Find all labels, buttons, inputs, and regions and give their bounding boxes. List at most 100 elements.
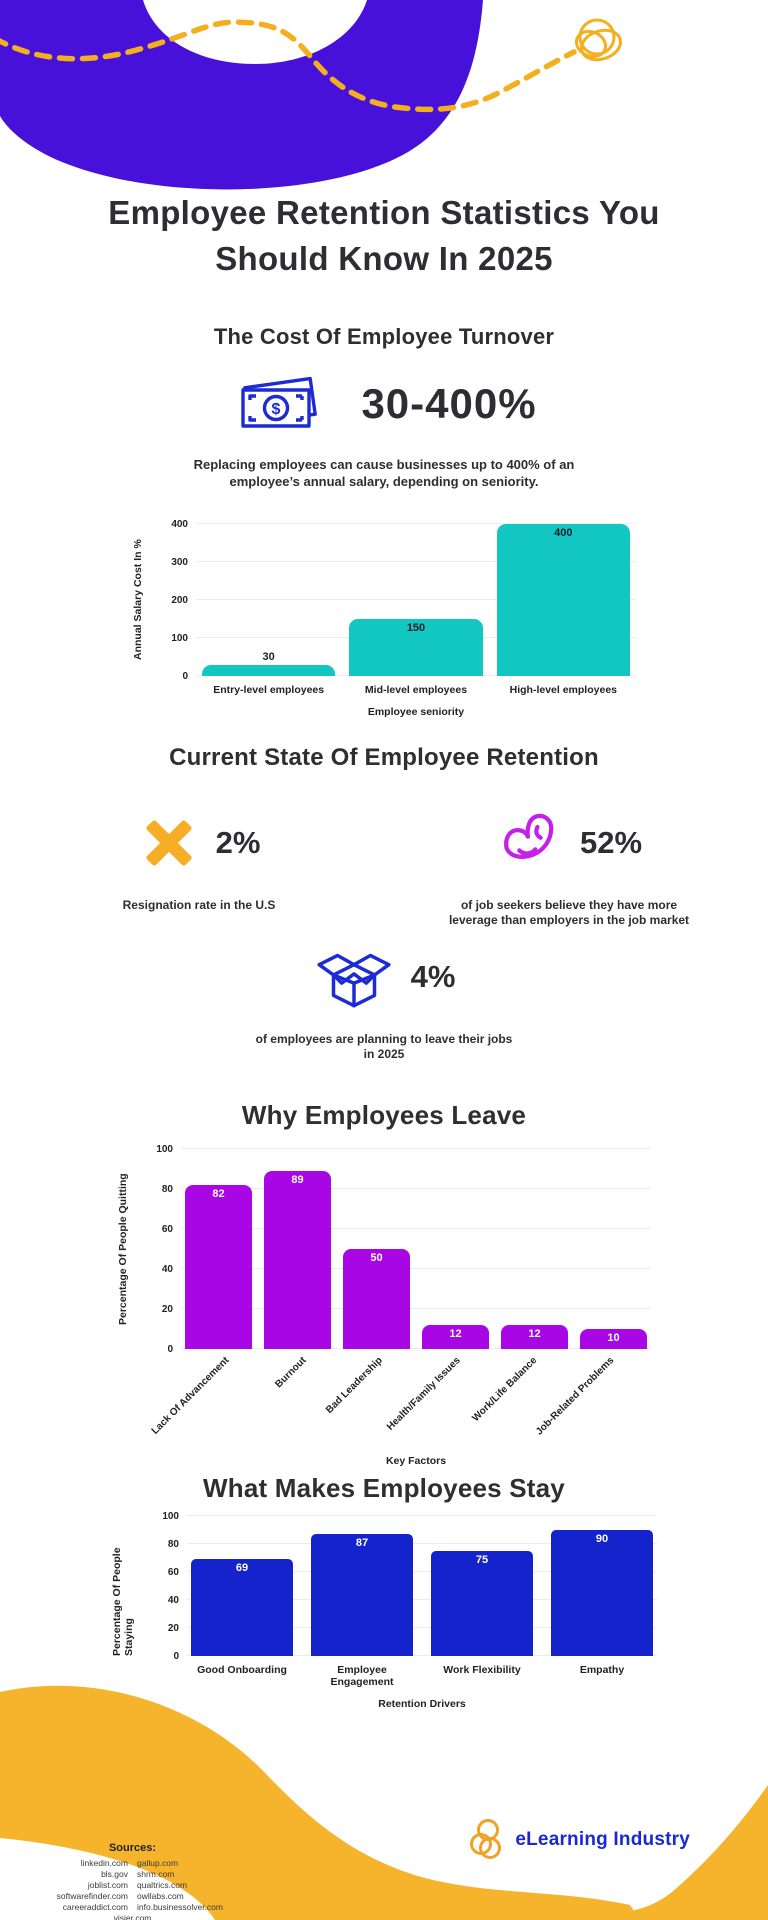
dashed-path-decoration xyxy=(0,19,577,113)
x-axis-label: Burnout xyxy=(273,1355,309,1391)
plot-area: 0 100 200 300 400 30 150 400 xyxy=(171,519,636,682)
bar-value-label: 150 xyxy=(406,622,426,634)
bar-value-label: 400 xyxy=(554,527,573,539)
resignation-value: 2% xyxy=(215,825,261,860)
source-item: bls.gov xyxy=(101,1869,128,1879)
leaving-caption: of employees are planning to leave their… xyxy=(255,1032,513,1061)
bar-slot: 89 xyxy=(264,1149,331,1349)
sources-heading: Sources: xyxy=(108,1842,157,1854)
bar-good-onboarding: 69 xyxy=(191,1559,293,1656)
bar-value-label: 82 xyxy=(212,1188,225,1200)
x-axis-label: Lack Of Advancement xyxy=(149,1355,232,1437)
gridline xyxy=(196,523,636,524)
yellow-wave-right xyxy=(310,1785,768,1920)
bar-value-label: 89 xyxy=(291,1174,304,1186)
y-tick-label: 0 xyxy=(167,1344,173,1355)
x-axis-title: Key Factors xyxy=(385,1455,447,1467)
plot-area: 0 20 40 60 80 100 69 87 75 90 xyxy=(162,1511,657,1662)
plot-column: 0 100 200 300 400 30 150 400 Entry-level employe… xyxy=(148,519,636,718)
x-axis-label: Entry-level employees xyxy=(213,684,325,696)
bar-lack-of-advancement: 82 xyxy=(185,1185,252,1349)
gridline xyxy=(181,1148,651,1149)
y-tick-label: 60 xyxy=(161,1224,173,1235)
gridline xyxy=(196,561,636,562)
source-item: softwarefinder.com xyxy=(56,1891,128,1901)
bar-slot: 50 xyxy=(343,1149,410,1349)
gridline xyxy=(187,1543,657,1544)
section-heading-turnover: The Cost Of Employee Turnover xyxy=(213,324,555,349)
bars-row: 69 87 75 90 xyxy=(187,1516,657,1656)
source-item: careeraddict.com xyxy=(62,1902,128,1912)
stat-leaving: 4% of employees are planning to leave th… xyxy=(0,934,768,1062)
section-heading-why-leave: Why Employees Leave xyxy=(241,1100,527,1130)
y-tick-label: 40 xyxy=(161,1264,173,1275)
gridline xyxy=(187,1515,657,1516)
resignation-caption: Resignation rate in the U.S xyxy=(122,898,276,912)
source-item: joblist.com xyxy=(87,1880,128,1890)
bar-value-label: 50 xyxy=(370,1252,383,1264)
footer-wave-decoration xyxy=(0,1685,768,1920)
purple-wave-shape xyxy=(0,0,483,190)
bar-slot: 90 xyxy=(551,1516,653,1656)
bar-burnout: 89 xyxy=(264,1171,331,1349)
bar-value-label: 87 xyxy=(355,1537,369,1550)
turnover-stat: $ 30-400% xyxy=(0,366,768,442)
turnover-stat-value: 30-400% xyxy=(361,380,537,427)
plot-column: 0 20 40 60 80 100 69 87 75 90 Good Onboarding Emplo… xyxy=(139,1511,657,1710)
bar-high-level-employees: 400 xyxy=(496,524,630,676)
x-axis-title: Retention Drivers xyxy=(378,1698,466,1710)
gridline xyxy=(181,1348,651,1349)
elearning-industry-logo: eLearning Industry xyxy=(467,1818,690,1862)
bar-employee-engagement: 87 xyxy=(311,1534,413,1656)
bar-entry-level-employees: 30 xyxy=(202,651,336,676)
bar-work-flexibility: 75 xyxy=(431,1551,533,1656)
source-item: qualtrics.com xyxy=(137,1880,188,1890)
plot-area: 0 20 40 60 80 100 82 89 50 12 12 10 xyxy=(156,1144,651,1355)
source-item: visier.com xyxy=(113,1913,152,1920)
y-tick-label: 100 xyxy=(171,633,188,644)
gridline xyxy=(187,1599,657,1600)
x-axis-label: Job-Related Problems xyxy=(533,1355,617,1438)
bar-work-life-balance: 12 xyxy=(501,1325,568,1349)
gridline xyxy=(181,1228,651,1229)
stat-resignation: 2% Resignation rate in the U.S xyxy=(49,800,349,913)
bar-slot: 12 xyxy=(501,1149,568,1349)
x-axis-labels: Good Onboarding Employee Engagement Work F… xyxy=(187,1664,657,1688)
x-axis-title: Employee seniority xyxy=(367,706,465,718)
gridline xyxy=(181,1308,651,1309)
sources-list: linkedin.com gallup.com bls.gov shrm.com job… xyxy=(30,1858,235,1920)
bars-row: 82 89 50 12 12 10 xyxy=(181,1149,651,1349)
y-tick-label: 400 xyxy=(171,519,188,530)
source-item: gallup.com xyxy=(137,1858,179,1868)
leverage-caption: of job seekers believe they have more le… xyxy=(448,898,690,927)
plot-column: 0 20 40 60 80 100 82 89 50 12 12 10 Lack Of Advancem… xyxy=(133,1144,651,1467)
bar-value-label: 75 xyxy=(475,1554,489,1566)
logo-text: eLearning Industry xyxy=(515,1829,690,1850)
source-item: info.businessolver.com xyxy=(137,1902,223,1912)
y-tick-label: 200 xyxy=(171,595,188,606)
x-axis-label: Work/Life Balance xyxy=(470,1355,540,1424)
gridline xyxy=(187,1627,657,1628)
bar-slot: 150 xyxy=(349,524,483,676)
y-tick-label: 60 xyxy=(167,1567,179,1578)
turnover-description: Replacing employees can cause businesses… xyxy=(193,457,575,489)
bar-slot: 75 xyxy=(431,1516,533,1656)
x-axis-label: Work Flexibility xyxy=(443,1664,521,1676)
bar-value-label: 12 xyxy=(528,1328,541,1340)
y-tick-label: 300 xyxy=(171,557,188,568)
y-axis-title: Annual Salary Cost In % xyxy=(132,539,144,661)
x-axis-label: Employee Engagement xyxy=(330,1664,394,1688)
x-axis-labels: Entry-level employees Mid-level employees… xyxy=(196,684,636,696)
sources-block: Sources: linkedin.com gallup.com bls.gov sh… xyxy=(30,1842,235,1920)
gridline xyxy=(181,1188,651,1189)
section-heading-current-state: Current State Of Employee Retention xyxy=(169,744,599,771)
stat-leverage: 52% of job seekers believe they have mor… xyxy=(419,800,719,928)
page-title: Employee Retention Statistics You Should… xyxy=(108,194,660,277)
bar-job-related-problems: 10 xyxy=(580,1329,647,1349)
leaving-value: 4% xyxy=(410,959,456,994)
y-tick-label: 80 xyxy=(167,1539,179,1550)
y-tick-label: 80 xyxy=(161,1184,173,1195)
section-heading-what-makes-stay: What Makes Employees Stay xyxy=(203,1473,565,1503)
bar-slot: 400 xyxy=(496,524,630,676)
bar-value-label: 10 xyxy=(607,1332,620,1344)
